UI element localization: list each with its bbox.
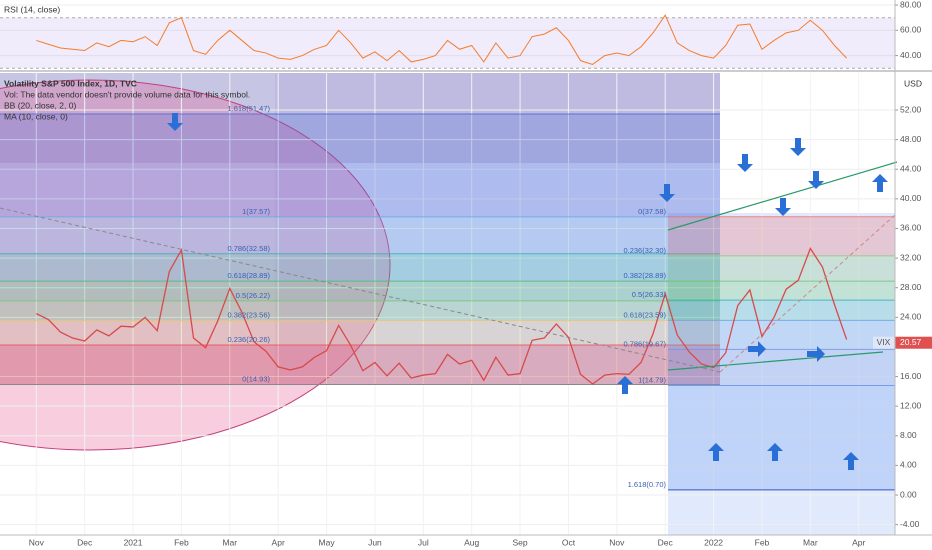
y-tick-label: 80.00 xyxy=(900,0,922,9)
last-value-label: 20.57 xyxy=(900,337,922,347)
x-tick-label: Dec xyxy=(77,537,93,547)
trend-line xyxy=(667,351,884,371)
rectangle xyxy=(275,73,720,385)
fib-label: 0.236(20.26) xyxy=(227,335,270,344)
y-tick-label: 8.00 xyxy=(900,430,917,440)
fib-band xyxy=(668,349,895,386)
legend-note: BB (20, close, 2, 0) xyxy=(4,100,76,110)
fib-band xyxy=(668,281,895,301)
fib-band xyxy=(0,216,720,254)
legend-note: Vol: The data vendor doesn't provide vol… xyxy=(4,89,250,99)
x-tick-label: Jul xyxy=(418,537,429,547)
y-tick-label: 40.00 xyxy=(900,50,922,60)
rectangle xyxy=(668,213,895,535)
y-tick-label: 24.00 xyxy=(900,312,922,322)
x-tick-label: Mar xyxy=(222,537,237,547)
drawings xyxy=(0,73,895,535)
fib-label: 0(14.93) xyxy=(242,374,270,383)
x-tick-label: Sep xyxy=(513,537,528,547)
y-tick-label: 28.00 xyxy=(900,282,922,292)
fib-label: 0.5(26.33) xyxy=(632,290,667,299)
fib-label: 0.236(32.30) xyxy=(623,246,666,255)
rectangle xyxy=(0,73,275,385)
y-tick-label: 40.00 xyxy=(900,193,922,203)
y-tick-label: 44.00 xyxy=(900,164,922,174)
rsi-band xyxy=(0,17,895,69)
x-tick-label: Nov xyxy=(609,537,625,547)
y-tick-label: 4.00 xyxy=(900,460,917,470)
rectangle xyxy=(0,73,720,163)
y-tick-label: 48.00 xyxy=(900,134,922,144)
x-tick-label: Oct xyxy=(562,537,576,547)
main-title: Volatility S&P 500 Index, 1D, TVC xyxy=(4,78,137,88)
symbol-tag: VIX xyxy=(877,337,891,347)
fib-label: 0.786(32.58) xyxy=(227,244,270,253)
fib-label: 0.786(19.67) xyxy=(623,339,666,348)
symbol-tag-bg xyxy=(873,336,894,349)
y-tick-label: 32.00 xyxy=(900,252,922,262)
fib-label: 0.618(23.59) xyxy=(623,310,666,319)
fib-band xyxy=(668,320,895,350)
fib-label: 0(37.58) xyxy=(638,207,666,216)
x-tick-label: Feb xyxy=(174,537,189,547)
y-tick-label: 16.00 xyxy=(900,371,922,381)
y-tick-label: 0.00 xyxy=(900,489,917,499)
rsi-panel xyxy=(0,4,895,69)
fib-label: 0.382(23.56) xyxy=(227,311,270,320)
x-tick-label: 2021 xyxy=(124,537,143,547)
series-line xyxy=(35,247,848,385)
fib-band xyxy=(668,216,895,256)
fib-band xyxy=(0,281,720,301)
x-tick-label: Apr xyxy=(272,537,285,547)
y-tick-label: 52.00 xyxy=(900,104,922,114)
fib-band xyxy=(0,253,720,282)
fib-label: 0.5(26.22) xyxy=(236,291,271,300)
main-panel xyxy=(0,73,895,535)
y-tick-label: -4.00 xyxy=(900,519,920,529)
x-tick-label: Apr xyxy=(852,537,865,547)
x-tick-label: Feb xyxy=(755,537,770,547)
legend-note: MA (10, close, 0) xyxy=(4,111,68,121)
x-tick-label: Mar xyxy=(803,537,818,547)
y-tick-label: 60.00 xyxy=(900,25,922,35)
x-tick-label: Nov xyxy=(29,537,45,547)
y-tick-label: 36.00 xyxy=(900,223,922,233)
fib-band xyxy=(668,255,895,282)
y-tick-label: 12.00 xyxy=(900,400,922,410)
fib-band xyxy=(668,300,895,321)
last-value-tag xyxy=(895,336,932,349)
trend-lines xyxy=(0,161,898,373)
series-line xyxy=(36,14,847,65)
fib-band xyxy=(0,300,720,321)
x-tick-label: Jun xyxy=(368,537,382,547)
currency: USD xyxy=(904,78,922,88)
x-tick-label: Aug xyxy=(464,537,479,547)
trend-line xyxy=(667,161,898,231)
fib-label: 1.618(0.70) xyxy=(628,480,667,489)
rsi-title: RSI (14, close) xyxy=(4,4,60,14)
x-tick-label: Dec xyxy=(658,537,674,547)
x-tick-label: 2022 xyxy=(704,537,723,547)
fib-label: 1(37.57) xyxy=(242,207,270,216)
fib-band xyxy=(668,385,895,490)
fib-label: 1.618(51.47) xyxy=(227,104,270,113)
fib-band xyxy=(0,320,720,346)
fib-label: 1(14.79) xyxy=(638,376,666,385)
fib-band xyxy=(0,113,720,217)
fib-label: 0.618(28.89) xyxy=(227,271,270,280)
x-tick-label: May xyxy=(319,537,336,547)
ellipse xyxy=(0,79,391,451)
fib-label: 0.382(28.89) xyxy=(623,271,666,280)
